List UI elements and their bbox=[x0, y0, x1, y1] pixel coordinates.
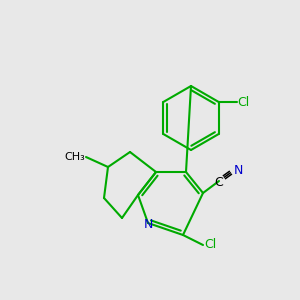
Text: Cl: Cl bbox=[238, 95, 250, 109]
Text: CH₃: CH₃ bbox=[64, 152, 85, 162]
Text: C: C bbox=[214, 176, 224, 188]
Text: N: N bbox=[234, 164, 243, 178]
Text: Cl: Cl bbox=[204, 238, 216, 251]
Text: N: N bbox=[143, 218, 153, 230]
